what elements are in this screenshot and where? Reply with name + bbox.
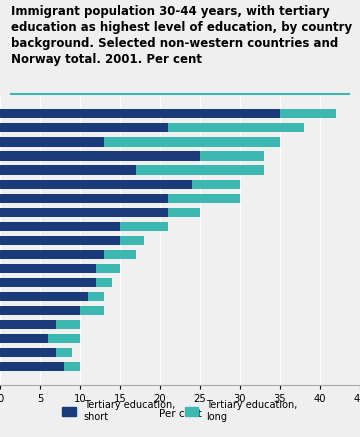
Bar [0, 109, 280, 118]
Bar [0, 180, 192, 189]
Bar [120, 222, 168, 231]
Bar [0, 208, 168, 217]
Bar [48, 334, 80, 343]
Bar [0, 278, 96, 287]
Bar [168, 208, 200, 217]
Bar [96, 278, 112, 287]
Bar [88, 292, 104, 301]
Bar [0, 194, 168, 203]
Bar [168, 194, 240, 203]
Bar [0, 137, 104, 146]
Bar [0, 264, 96, 273]
Bar [0, 292, 88, 301]
Bar [64, 362, 80, 371]
Bar [80, 306, 104, 315]
Bar [96, 264, 120, 273]
Bar [104, 250, 136, 259]
Bar [56, 320, 80, 329]
Bar [192, 180, 240, 189]
Bar [104, 137, 280, 146]
Bar [0, 250, 104, 259]
Bar [0, 236, 120, 245]
Bar [56, 348, 72, 357]
Bar [0, 362, 64, 371]
Bar [0, 348, 56, 357]
Bar [0, 152, 200, 160]
Bar [0, 306, 80, 315]
Bar [0, 222, 120, 231]
Bar [120, 236, 144, 245]
Bar [0, 320, 56, 329]
Bar [136, 166, 264, 175]
Bar [200, 152, 264, 160]
Bar [168, 123, 304, 132]
Bar [0, 123, 168, 132]
Legend: Tertiary education,
short, Tertiary education,
long: Tertiary education, short, Tertiary educ… [58, 396, 302, 426]
Bar [0, 334, 48, 343]
X-axis label: Per cent: Per cent [159, 409, 201, 419]
Text: Immigrant population 30-44 years, with tertiary
education as highest level of ed: Immigrant population 30-44 years, with t… [11, 5, 352, 66]
Bar [280, 109, 336, 118]
Bar [0, 166, 136, 175]
